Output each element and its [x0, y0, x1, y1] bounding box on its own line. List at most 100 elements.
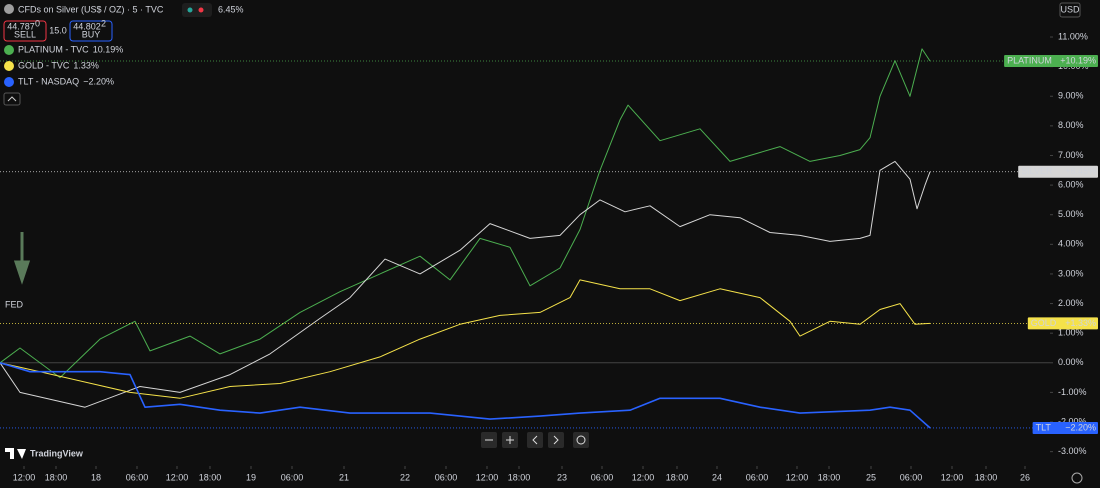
legend: PLATINUM - TVC 10.19% GOLD - TVC 1.33% TLT -… — [4, 44, 123, 87]
x-tick-label: 12:00 — [941, 472, 964, 482]
price-tag — [1004, 55, 1098, 68]
x-tick-label: 25 — [866, 472, 876, 482]
x-tick-label: 18:00 — [818, 472, 841, 482]
brand-logo — [5, 448, 26, 459]
legend-value: −2.20% — [83, 76, 114, 86]
x-tick-label: 06:00 — [281, 472, 304, 482]
price-tag-name: GOLD — [1031, 318, 1057, 328]
y-tick-label: 9.00% — [1058, 91, 1084, 101]
buy-price-sup: 2 — [101, 18, 106, 28]
settings-icon[interactable] — [1071, 472, 1083, 484]
y-tick-label: 3.00% — [1058, 268, 1084, 278]
legend-value: 1.33% — [73, 60, 99, 70]
series-line — [0, 362, 931, 429]
price-tag-value: +10.19% — [1060, 55, 1096, 65]
x-tick-label: 24 — [712, 472, 722, 482]
collapse-button[interactable] — [3, 92, 21, 106]
annotation: FED — [5, 299, 24, 309]
y-tick-label: 1.00% — [1058, 328, 1084, 338]
y-tick-label: 4.00% — [1058, 239, 1084, 249]
x-tick-label: 06:00 — [126, 472, 149, 482]
price-tag-name: TLT — [1036, 422, 1052, 432]
x-tick-label: 06:00 — [746, 472, 769, 482]
y-tick-label: 6.00% — [1058, 179, 1084, 189]
currency-button[interactable] — [1059, 2, 1081, 18]
buy-price: 44.802 — [73, 21, 101, 31]
legend-value: 10.19% — [93, 44, 124, 54]
y-tick-label: 0.00% — [1058, 357, 1084, 367]
series-line — [0, 48, 931, 379]
change: 6.45% — [218, 4, 244, 14]
x-tick-label: 18:00 — [508, 472, 531, 482]
price-tag — [1018, 165, 1098, 178]
legend-icon — [4, 45, 14, 55]
sell-label: SELL — [14, 29, 36, 39]
reset-icon — [576, 435, 586, 445]
x-tick-label: 06:00 — [591, 472, 614, 482]
scroll-right-icon — [553, 435, 559, 445]
price-tag-name: PLATINUM — [1007, 55, 1052, 65]
brand: TradingView — [30, 448, 84, 458]
y-tick-label: 5.00% — [1058, 209, 1084, 219]
x-tick-label: 22 — [400, 472, 410, 482]
x-tick-label: 18:00 — [45, 472, 68, 482]
x-tick-label: 06:00 — [900, 472, 923, 482]
annotation-arrow — [13, 232, 31, 285]
y-tick-label: 11.00% — [1058, 31, 1088, 41]
sell-button[interactable] — [3, 20, 47, 42]
x-tick-label: 12:00 — [166, 472, 189, 482]
x-tick-label: 21 — [339, 472, 349, 482]
x-tick-label: 18:00 — [975, 472, 998, 482]
price-tag-value: +1.33% — [1065, 318, 1096, 328]
scroll-left-button[interactable] — [527, 432, 543, 448]
legend-icon — [4, 77, 14, 87]
legend-label: PLATINUM - TVC — [18, 44, 89, 54]
x-tick-label: 19 — [246, 472, 256, 482]
y-tick-label: -1.00% — [1058, 387, 1087, 397]
y-tick-label: -2.00% — [1058, 416, 1087, 426]
x-tick-label: 18 — [91, 472, 101, 482]
buy-button[interactable] — [69, 20, 113, 42]
y-tick-label: 8.00% — [1058, 120, 1084, 130]
currency: USD — [1060, 4, 1080, 14]
price-tag-name: SILVER — [1021, 166, 1053, 176]
x-tick-label: 18:00 — [199, 472, 222, 482]
x-tick-label: 18:00 — [666, 472, 689, 482]
x-tick-label: 12:00 — [632, 472, 655, 482]
price-tag — [1032, 421, 1098, 434]
price-tag-value: +6.45% — [1065, 166, 1096, 176]
sell-price-sup: 0 — [35, 18, 40, 28]
status-pill — [182, 3, 212, 17]
status-dot — [187, 7, 193, 13]
spread: 15.0 — [49, 25, 67, 35]
sell-price: 44.787 — [7, 21, 35, 31]
series-line — [0, 160, 931, 408]
plot-area: 11.00%10.00%9.00%8.00%7.00%6.00%5.00%4.0… — [0, 31, 1098, 482]
y-tick-label: 2.00% — [1058, 298, 1084, 308]
status-dot — [198, 7, 204, 13]
price-tag — [1027, 317, 1098, 330]
x-tick-label: 12:00 — [786, 472, 809, 482]
x-tick-label: 26 — [1020, 472, 1030, 482]
x-tick-label: 23 — [557, 472, 567, 482]
x-tick-label: 12:00 — [476, 472, 499, 482]
y-tick-label: -3.00% — [1058, 446, 1087, 456]
legend-icon — [4, 61, 14, 71]
x-tick-label: 12:00 — [13, 472, 36, 482]
scroll-right-button[interactable] — [548, 432, 564, 448]
scroll-left-icon — [532, 435, 538, 445]
price-tag-value: −2.20% — [1065, 422, 1096, 432]
collapse-icon — [7, 96, 17, 102]
symbol-title: CFDs on Silver (US$ / OZ) · 5 · TVC — [18, 4, 164, 14]
buy-label: BUY — [82, 29, 101, 39]
legend-label: GOLD - TVC — [18, 60, 70, 70]
reset-button[interactable] — [573, 432, 589, 448]
toolbar — [481, 432, 589, 448]
x-tick-label: 06:00 — [435, 472, 458, 482]
y-tick-label: 7.00% — [1058, 150, 1084, 160]
symbol-icon — [4, 4, 14, 14]
zoom-in-icon — [506, 436, 514, 444]
legend-label: TLT - NASDAQ — [18, 76, 79, 86]
